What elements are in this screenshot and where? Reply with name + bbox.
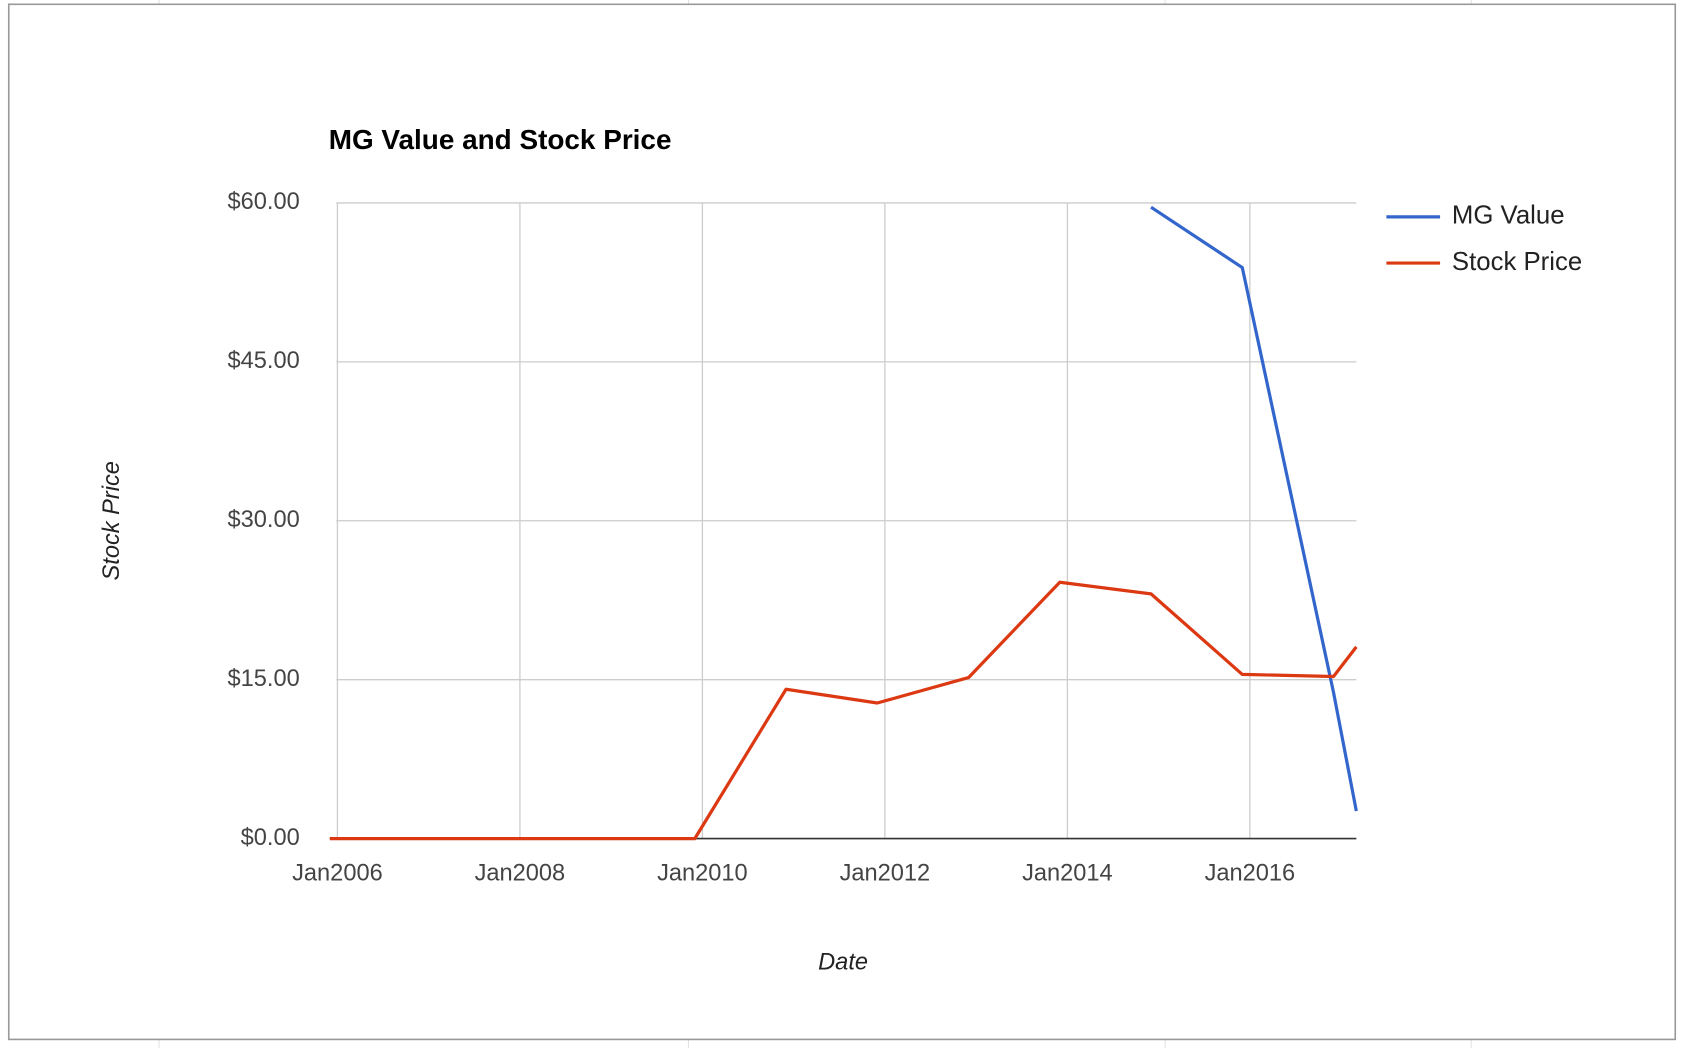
y-tick-label: $15.00 bbox=[228, 666, 300, 692]
legend-label: Stock Price bbox=[1452, 248, 1582, 276]
legend-label: MG Value bbox=[1452, 202, 1565, 230]
chart-frame bbox=[7, 3, 1677, 1041]
x-tick-label: Jan2006 bbox=[292, 860, 383, 886]
series-line bbox=[1150, 205, 1358, 812]
series-line bbox=[329, 580, 1358, 841]
y-tick-label: $30.00 bbox=[228, 507, 300, 533]
x-tick-label: Jan2014 bbox=[1022, 860, 1113, 886]
x-tick-label: Jan2016 bbox=[1205, 860, 1296, 886]
y-tick-label: $60.00 bbox=[228, 189, 300, 215]
x-tick-label: Jan2010 bbox=[657, 860, 748, 886]
x-tick-label: Jan2012 bbox=[840, 860, 931, 886]
y-tick-label: $45.00 bbox=[228, 348, 300, 374]
y-axis-title: Stock Price bbox=[99, 461, 125, 580]
x-tick-label: Jan2008 bbox=[475, 860, 566, 886]
x-axis-title: Date bbox=[818, 949, 868, 975]
chart-title: MG Value and Stock Price bbox=[329, 124, 672, 155]
y-tick-label: $0.00 bbox=[241, 825, 300, 851]
sheet-grid bbox=[158, 0, 1472, 1048]
